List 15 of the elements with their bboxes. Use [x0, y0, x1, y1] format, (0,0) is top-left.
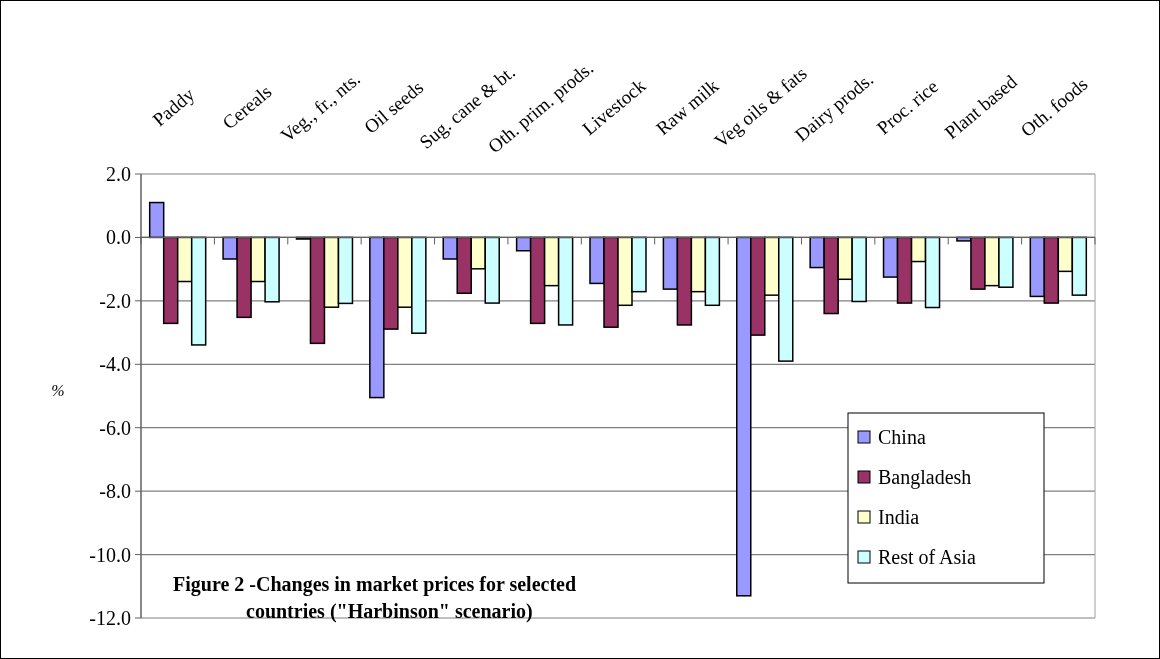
- y-tick-label: -4.0: [99, 353, 131, 376]
- y-axis-title: %: [51, 382, 65, 399]
- x-tick-label: Veg., fr., nts.: [276, 67, 365, 147]
- y-tick-label: -2.0: [99, 289, 131, 312]
- text: Figure 2 -Changes in market prices for selected countries ("Harbinson" scenario): [173, 573, 577, 623]
- y-tick-label: -12.0: [89, 607, 131, 629]
- legend-label: Rest of Asia: [878, 546, 976, 568]
- legend-label: Bangladesh: [878, 466, 972, 489]
- y-tick-label: -10.0: [89, 543, 131, 566]
- y-tick-label: -6.0: [99, 416, 131, 439]
- legend-label: India: [878, 506, 920, 528]
- legend-label: China: [878, 426, 926, 448]
- y-tick-label: 0.0: [106, 226, 131, 249]
- y-tick-label: -8.0: [99, 480, 131, 503]
- y-tick-label: 2.0: [106, 163, 131, 185]
